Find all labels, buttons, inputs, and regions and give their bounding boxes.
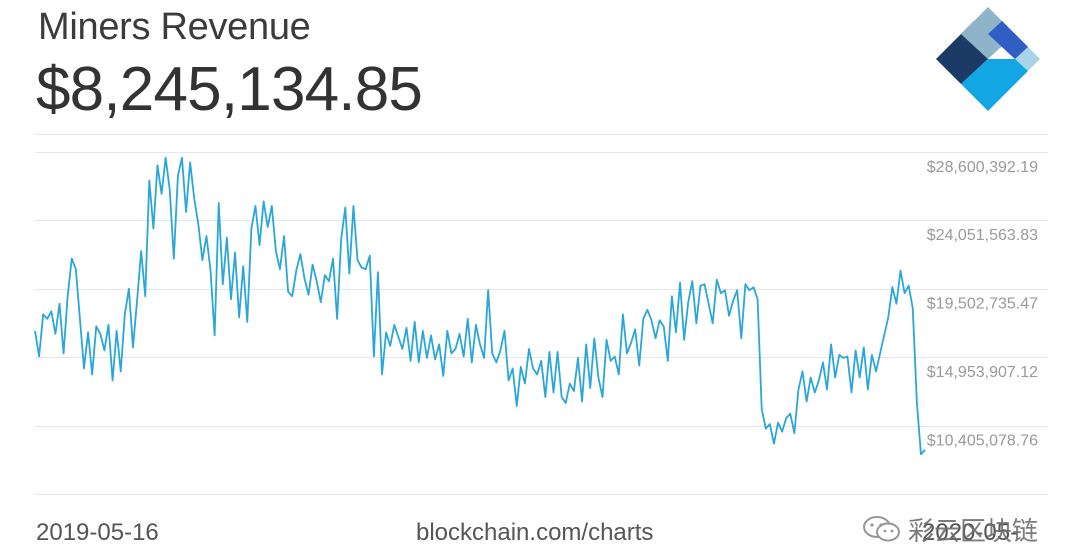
- x-axis-end-label: 2020-05-: [922, 519, 1019, 546]
- y-tick-label: $14,953,907.12: [927, 364, 1038, 381]
- logo-tile-cyan: [961, 59, 1028, 111]
- x-axis-start-label: 2019-05-16: [36, 519, 159, 546]
- watermark: 彩云区块链: [862, 512, 1038, 546]
- y-tick-label: $28,600,392.19: [927, 159, 1038, 176]
- logo-tile-dark: [936, 34, 988, 84]
- y-tick-label: $19,502,735.47: [927, 296, 1038, 313]
- y-tick-label: $10,405,078.76: [927, 433, 1038, 450]
- blockchain-logo-icon: [936, 7, 1040, 111]
- logo-tile-blue-2: [1002, 34, 1028, 59]
- y-tick-label: $24,051,563.83: [927, 227, 1038, 244]
- logo-tile-light: [1015, 47, 1040, 71]
- series-line: [34, 156, 926, 456]
- y-axis-labels: $28,600,392.19 $24,051,563.83 $19,502,735.…: [927, 159, 1038, 450]
- gridlines: [35, 134, 1048, 495]
- chart-title: Miners Revenue: [38, 6, 311, 48]
- current-value: $8,245,134.85: [36, 55, 423, 124]
- wechat-icon: [863, 516, 900, 542]
- series-layer: [34, 156, 926, 456]
- watermark-text: 彩云区块链: [908, 515, 1039, 546]
- source-link[interactable]: blockchain.com/charts: [416, 519, 654, 546]
